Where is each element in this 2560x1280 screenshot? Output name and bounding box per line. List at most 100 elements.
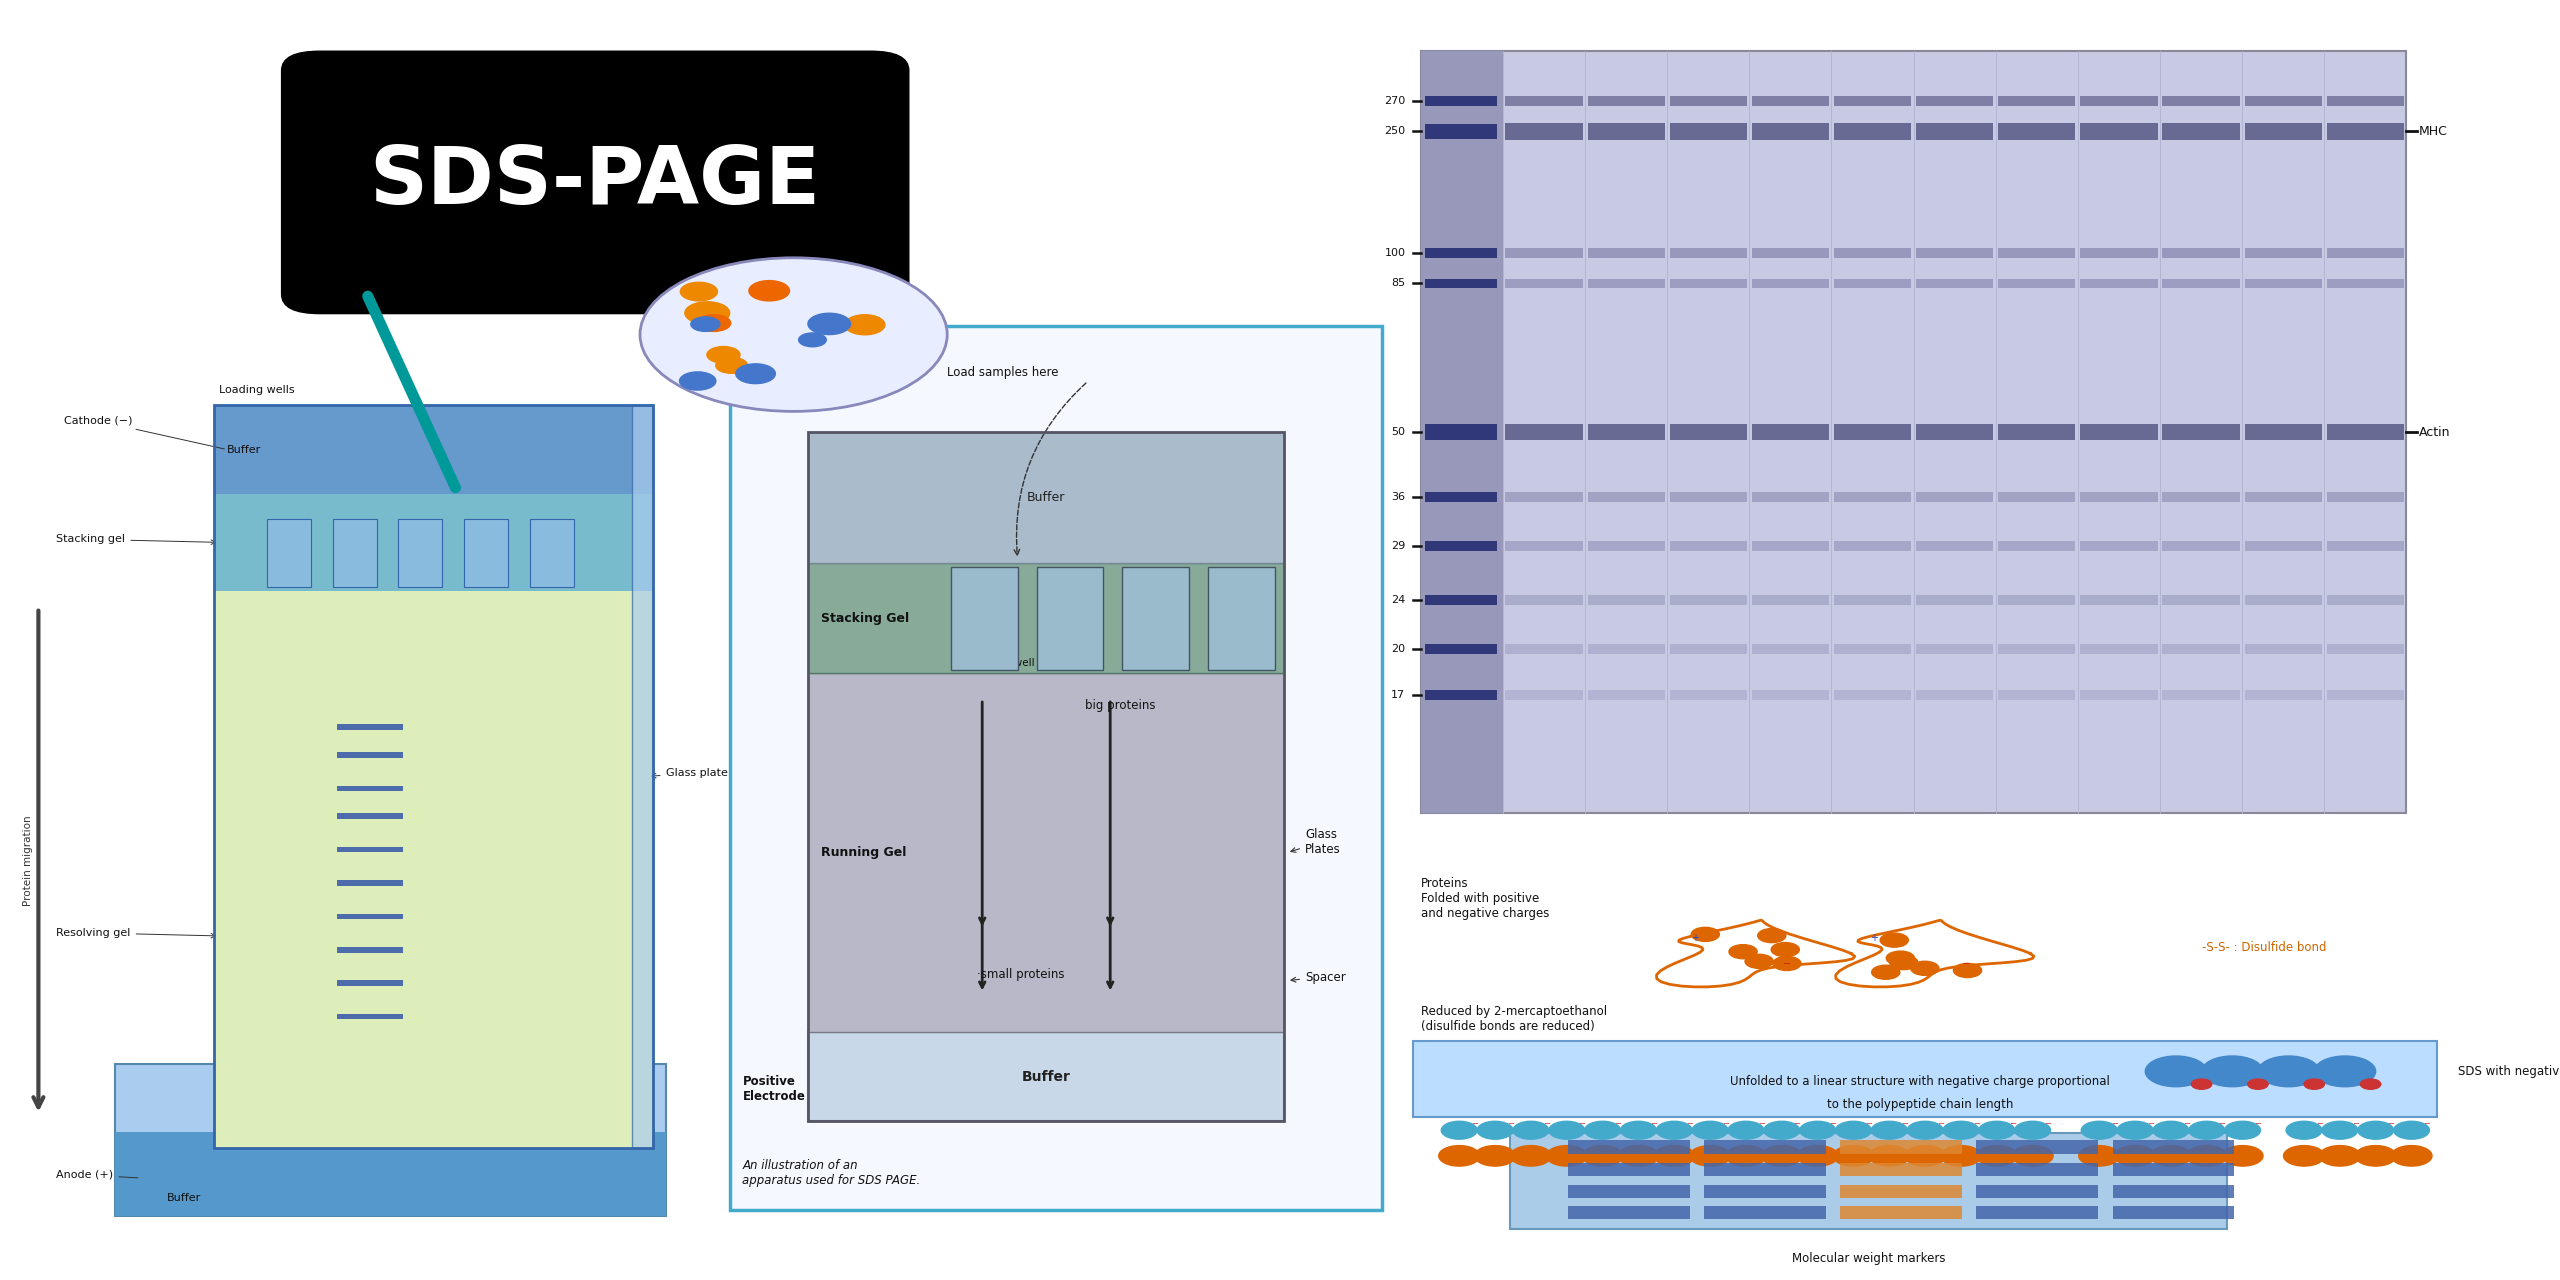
Text: 29: 29 xyxy=(1390,541,1405,552)
Text: −: − xyxy=(1759,1119,1764,1129)
FancyBboxPatch shape xyxy=(2163,123,2240,140)
FancyBboxPatch shape xyxy=(1121,567,1190,669)
FancyBboxPatch shape xyxy=(1999,541,2076,552)
FancyBboxPatch shape xyxy=(1833,595,1912,604)
Circle shape xyxy=(1772,942,1800,956)
FancyBboxPatch shape xyxy=(2112,1140,2235,1155)
Circle shape xyxy=(1836,1121,1871,1139)
Text: −: − xyxy=(1795,1119,1800,1129)
FancyBboxPatch shape xyxy=(1976,1185,2099,1198)
Circle shape xyxy=(2258,1056,2319,1087)
FancyBboxPatch shape xyxy=(338,1014,402,1019)
Circle shape xyxy=(2319,1146,2360,1166)
Circle shape xyxy=(2153,1121,2189,1139)
Text: ·small proteins: ·small proteins xyxy=(978,968,1065,980)
Text: Running Gel: Running Gel xyxy=(822,846,906,859)
FancyBboxPatch shape xyxy=(1426,595,1498,604)
FancyBboxPatch shape xyxy=(215,404,653,494)
Text: −: − xyxy=(2148,1119,2153,1129)
FancyBboxPatch shape xyxy=(1751,96,1828,106)
FancyBboxPatch shape xyxy=(115,1133,666,1216)
Circle shape xyxy=(1746,955,1774,969)
FancyBboxPatch shape xyxy=(1705,1162,1825,1176)
Text: 250: 250 xyxy=(1385,127,1405,136)
Text: −: − xyxy=(1782,959,1792,969)
FancyBboxPatch shape xyxy=(2112,1206,2235,1219)
Circle shape xyxy=(1441,1121,1477,1139)
FancyBboxPatch shape xyxy=(2163,541,2240,552)
FancyBboxPatch shape xyxy=(215,494,653,590)
Circle shape xyxy=(1764,1121,1800,1139)
Text: −: − xyxy=(1938,1119,1943,1129)
Circle shape xyxy=(2012,1146,2053,1166)
FancyBboxPatch shape xyxy=(1505,595,1582,604)
Circle shape xyxy=(691,317,719,332)
Text: Glass plate: Glass plate xyxy=(653,768,727,778)
FancyBboxPatch shape xyxy=(2327,690,2404,700)
FancyBboxPatch shape xyxy=(1587,248,1664,259)
FancyBboxPatch shape xyxy=(2245,96,2322,106)
FancyBboxPatch shape xyxy=(1510,1133,2227,1229)
Text: -S-S-→: -S-S-→ xyxy=(1715,1069,1754,1082)
Text: −: − xyxy=(2112,1119,2117,1129)
FancyBboxPatch shape xyxy=(809,433,1285,563)
FancyBboxPatch shape xyxy=(1999,123,2076,140)
FancyBboxPatch shape xyxy=(2245,123,2322,140)
Circle shape xyxy=(2322,1121,2358,1139)
FancyBboxPatch shape xyxy=(2327,644,2404,654)
FancyBboxPatch shape xyxy=(2081,279,2158,288)
FancyBboxPatch shape xyxy=(1833,279,1912,288)
Circle shape xyxy=(1728,945,1756,959)
Circle shape xyxy=(735,364,776,384)
FancyBboxPatch shape xyxy=(2081,424,2158,440)
Circle shape xyxy=(1910,961,1938,975)
FancyBboxPatch shape xyxy=(1841,1140,1961,1155)
FancyBboxPatch shape xyxy=(1751,541,1828,552)
Circle shape xyxy=(799,333,827,347)
Circle shape xyxy=(1475,1146,1516,1166)
Circle shape xyxy=(2248,1079,2268,1089)
FancyBboxPatch shape xyxy=(2163,690,2240,700)
FancyBboxPatch shape xyxy=(2163,492,2240,502)
FancyBboxPatch shape xyxy=(1833,541,1912,552)
Circle shape xyxy=(2186,1146,2227,1166)
FancyBboxPatch shape xyxy=(1505,690,1582,700)
Text: 85: 85 xyxy=(1390,279,1405,288)
FancyBboxPatch shape xyxy=(1669,248,1746,259)
FancyBboxPatch shape xyxy=(2081,644,2158,654)
FancyBboxPatch shape xyxy=(1505,96,1582,106)
Text: Positive
Electrode: Positive Electrode xyxy=(742,1075,806,1103)
Circle shape xyxy=(1759,928,1787,942)
Text: −: − xyxy=(1974,1119,1979,1129)
Text: MHC: MHC xyxy=(2419,124,2447,138)
FancyBboxPatch shape xyxy=(2112,1185,2235,1198)
FancyBboxPatch shape xyxy=(2327,541,2404,552)
FancyBboxPatch shape xyxy=(2081,492,2158,502)
Circle shape xyxy=(1654,1146,1695,1166)
Circle shape xyxy=(1692,927,1720,941)
Text: −: − xyxy=(1902,1119,1907,1129)
FancyBboxPatch shape xyxy=(1426,96,1498,106)
FancyBboxPatch shape xyxy=(1915,492,1994,502)
Circle shape xyxy=(640,257,947,411)
FancyBboxPatch shape xyxy=(1426,541,1498,552)
FancyBboxPatch shape xyxy=(1567,1185,1690,1198)
Circle shape xyxy=(2394,1121,2429,1139)
Text: −: − xyxy=(1961,959,1971,969)
FancyBboxPatch shape xyxy=(1999,644,2076,654)
Text: Resolving gel: Resolving gel xyxy=(56,928,215,938)
FancyBboxPatch shape xyxy=(2327,424,2404,440)
FancyBboxPatch shape xyxy=(463,520,507,586)
FancyBboxPatch shape xyxy=(1587,541,1664,552)
FancyBboxPatch shape xyxy=(1426,425,1498,439)
Circle shape xyxy=(2391,1146,2432,1166)
Text: 50: 50 xyxy=(1393,428,1405,436)
Circle shape xyxy=(1513,1121,1549,1139)
Circle shape xyxy=(2191,1079,2212,1089)
FancyBboxPatch shape xyxy=(2245,595,2322,604)
FancyBboxPatch shape xyxy=(1841,1206,1961,1219)
FancyBboxPatch shape xyxy=(2327,123,2404,140)
Text: Molecular weight markers: Molecular weight markers xyxy=(1792,1252,1946,1265)
FancyBboxPatch shape xyxy=(1669,644,1746,654)
FancyBboxPatch shape xyxy=(1999,248,2076,259)
